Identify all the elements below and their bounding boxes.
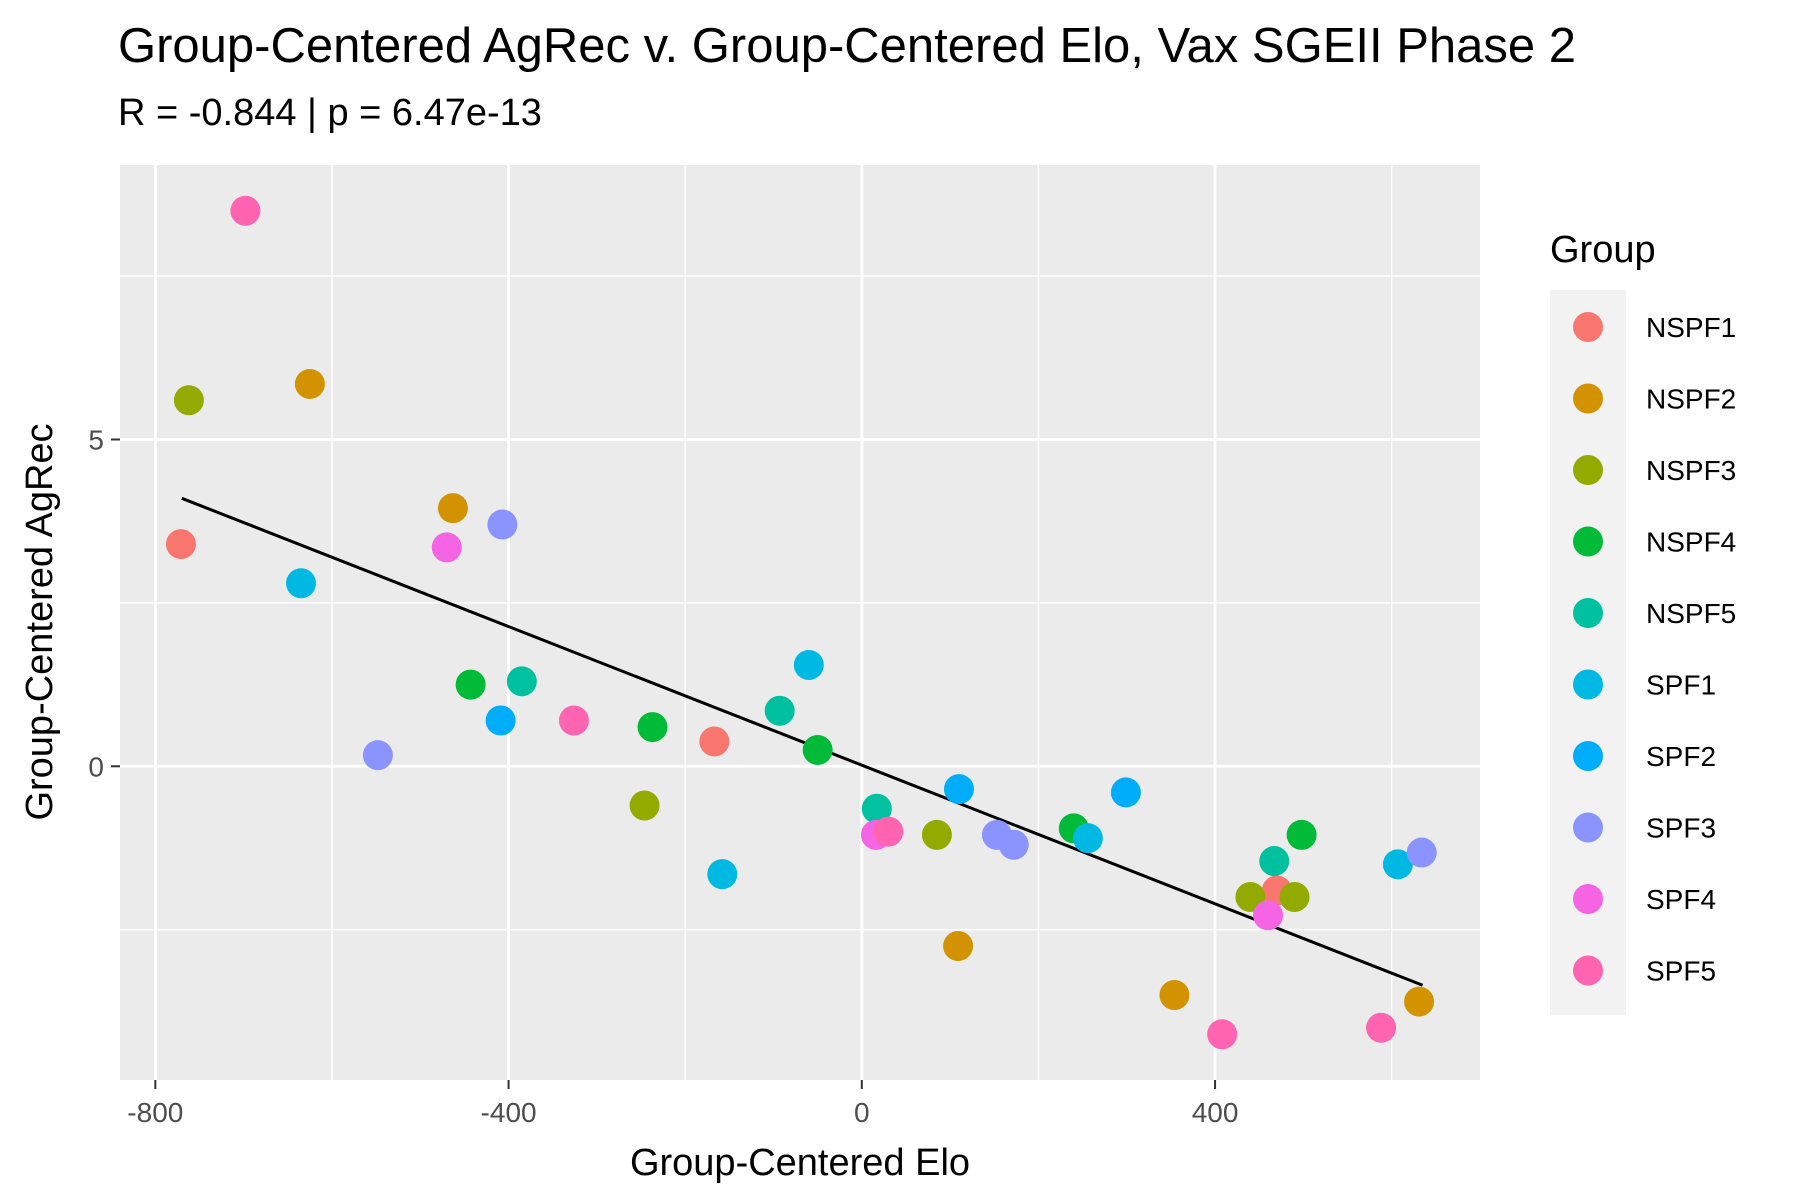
legend-label-nspf2: NSPF2: [1646, 384, 1736, 415]
data-point-nspf2: [294, 368, 325, 399]
x-tick-label: -400: [481, 1097, 537, 1128]
data-point-nspf5: [1259, 846, 1290, 877]
data-point-spf1: [1072, 823, 1103, 854]
plot-panel: [120, 165, 1480, 1080]
legend-label-spf5: SPF5: [1646, 956, 1716, 987]
data-point-nspf3: [629, 790, 660, 821]
data-point-spf3: [1406, 837, 1437, 868]
data-point-nspf5: [861, 793, 892, 824]
data-point-nspf5: [506, 666, 537, 697]
data-point-spf5: [558, 705, 589, 736]
legend-key-spf1: [1573, 669, 1603, 700]
chart-title: Group-Centered AgRec v. Group-Centered E…: [118, 19, 1577, 73]
legend-key-nspf3: [1573, 455, 1603, 485]
trend-line: [181, 496, 1424, 987]
legend-key-spf3: [1573, 812, 1603, 843]
legend-key-nspf4: [1573, 526, 1603, 557]
legend-label-nspf3: NSPF3: [1646, 455, 1736, 486]
legend-key-spf4: [1573, 884, 1603, 914]
legend-label-spf3: SPF3: [1646, 813, 1716, 844]
y-axis-title: Group-Centered AgRec: [19, 423, 61, 820]
data-point-spf5: [1207, 1019, 1238, 1050]
legend-label-nspf5: NSPF5: [1646, 598, 1736, 629]
data-point-spf5: [1366, 1012, 1397, 1043]
data-point-spf1: [286, 568, 317, 599]
data-point-nspf1: [699, 726, 730, 757]
x-tick-label: -800: [127, 1097, 183, 1128]
legend-key-spf5: [1573, 955, 1603, 986]
data-point-nspf4: [1286, 819, 1317, 850]
legend-title: Group: [1550, 229, 1656, 271]
data-point-spf5: [873, 816, 904, 847]
data-point-nspf5: [764, 695, 795, 726]
data-point-nspf2: [943, 931, 974, 962]
data-point-spf4: [431, 532, 462, 563]
legend: NSPF1 NSPF2 NSPF3 NSPF4 NSPF5 SPF1 SPF2 SPF3 SPF…: [1573, 312, 1736, 987]
legend-key-nspf2: [1573, 383, 1603, 414]
data-point-nspf4: [455, 669, 486, 700]
y-tick-label: 5: [88, 425, 104, 456]
major-gridlines: [120, 165, 1480, 1080]
legend-label-nspf1: NSPF1: [1646, 312, 1736, 343]
x-tick-label: 400: [1192, 1097, 1239, 1128]
legend-key-nspf5: [1573, 598, 1603, 628]
minor-gridlines: [120, 165, 1480, 1080]
legend-key-nspf1: [1573, 312, 1603, 342]
data-point-spf3: [998, 829, 1029, 860]
legend-label-nspf4: NSPF4: [1646, 527, 1736, 558]
chart-subtitle: R = -0.844 | p = 6.47e-13: [118, 92, 542, 134]
data-point-spf4: [1253, 900, 1284, 931]
legend-label-spf1: SPF1: [1646, 670, 1716, 701]
data-point-nspf2: [437, 493, 468, 524]
data-point-spf1: [793, 649, 824, 680]
legend-key-spf2: [1573, 741, 1603, 771]
data-point-nspf2: [1159, 980, 1190, 1011]
data-point-nspf3: [173, 385, 204, 416]
data-point-spf2: [1110, 777, 1141, 808]
legend-label-spf2: SPF2: [1646, 741, 1716, 772]
x-axis-title: Group-Centered Elo: [630, 1142, 970, 1184]
data-points: [165, 195, 1437, 1050]
data-point-spf5: [230, 195, 261, 226]
data-point-nspf4: [802, 734, 833, 765]
data-point-spf2: [485, 705, 516, 736]
x-axis-ticks: -800 -400 0 400: [127, 1080, 1238, 1128]
data-point-spf3: [362, 740, 393, 771]
legend-label-spf4: SPF4: [1646, 884, 1716, 915]
y-axis-ticks: 05: [88, 425, 120, 782]
data-point-nspf3: [921, 819, 952, 850]
data-point-spf2: [943, 774, 974, 805]
y-tick-label: 0: [88, 751, 104, 782]
data-point-spf1: [707, 859, 738, 890]
data-point-spf3: [487, 509, 518, 540]
trend-line-group: [181, 496, 1424, 987]
data-point-nspf2: [1404, 986, 1435, 1017]
x-tick-label: 0: [854, 1097, 870, 1128]
data-point-nspf1: [165, 529, 196, 560]
data-point-spf1: [1382, 849, 1413, 880]
data-point-nspf3: [1279, 882, 1310, 912]
data-point-nspf4: [637, 712, 668, 743]
